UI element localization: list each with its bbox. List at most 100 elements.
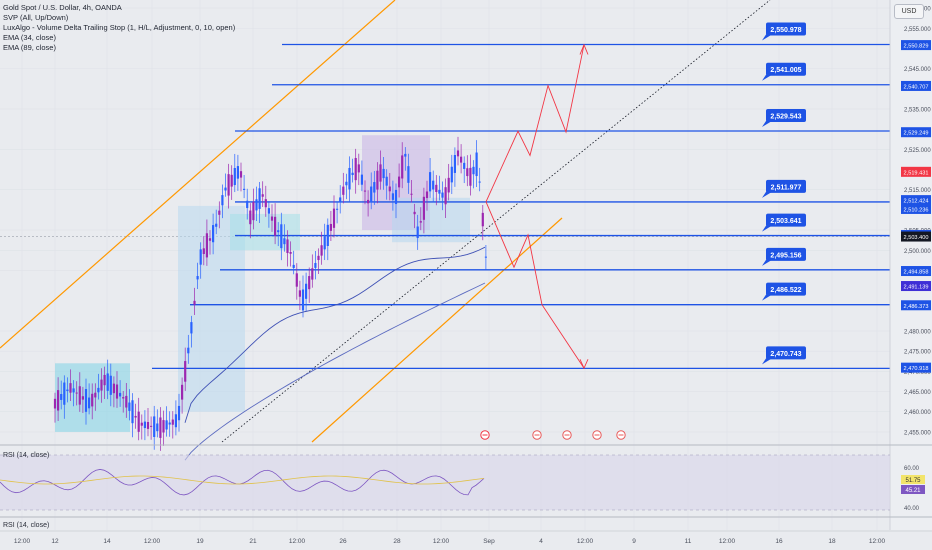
candle-body bbox=[215, 223, 218, 227]
candle-body bbox=[373, 182, 376, 193]
candle-body bbox=[140, 422, 143, 426]
candle-body bbox=[221, 195, 224, 206]
candle-body bbox=[196, 276, 199, 280]
projection-up-path bbox=[485, 44, 585, 203]
volume-profile-box bbox=[230, 213, 300, 251]
level-label-box bbox=[766, 346, 806, 360]
level-label-text: 2,541.005 bbox=[770, 67, 801, 74]
candle-body bbox=[255, 199, 258, 211]
price-tick-label: 2,515.000 bbox=[904, 188, 931, 194]
symbol-title[interactable]: Gold Spot / U.S. Dollar, 4h, OANDA bbox=[3, 3, 122, 12]
level-label-pointer bbox=[762, 259, 772, 266]
candle-body bbox=[88, 397, 91, 409]
candle-body bbox=[351, 172, 354, 176]
time-tick-label: 16 bbox=[775, 538, 783, 545]
rsi-label-2[interactable]: RSI (14, close) bbox=[3, 522, 50, 529]
candle-body bbox=[184, 361, 187, 382]
time-tick-label: 12:00 bbox=[144, 538, 161, 545]
price-tick-label: 2,555.000 bbox=[904, 27, 931, 33]
candle-body bbox=[305, 283, 308, 299]
level-axis-tag bbox=[901, 266, 931, 277]
level-axis-tag bbox=[901, 127, 931, 138]
candle-body bbox=[404, 153, 407, 157]
level-label-box bbox=[766, 213, 806, 227]
level-label-box bbox=[766, 62, 806, 76]
candle-body bbox=[382, 168, 385, 179]
candle-body bbox=[233, 168, 236, 186]
candle-body bbox=[345, 181, 348, 186]
level-axis-tag bbox=[901, 362, 931, 373]
candle-body bbox=[109, 375, 112, 395]
level-label-box bbox=[766, 247, 806, 261]
candle-body bbox=[94, 392, 97, 398]
time-tick-label: 12:00 bbox=[869, 538, 886, 545]
projection-path bbox=[485, 43, 589, 370]
rsi-value-tag bbox=[901, 475, 925, 484]
level-axis-tag bbox=[901, 40, 931, 51]
projection-up-arrowhead bbox=[579, 43, 589, 55]
rsi-signal-line bbox=[0, 475, 485, 485]
candle-body bbox=[460, 156, 463, 163]
volume-profile-box bbox=[392, 197, 470, 243]
time-tick-label: 12 bbox=[51, 538, 59, 545]
level-label-box bbox=[766, 282, 806, 296]
candle-body bbox=[239, 171, 243, 178]
candle-body bbox=[370, 186, 373, 203]
candle-body bbox=[286, 239, 289, 254]
ema89-line bbox=[184, 282, 486, 461]
candle-body bbox=[153, 416, 156, 437]
level-label-box bbox=[766, 179, 806, 193]
candle-body bbox=[261, 194, 264, 197]
candle-body bbox=[441, 192, 444, 198]
level-label-pointer bbox=[762, 121, 772, 128]
indicator-luxalgo[interactable]: LuxAlgo - Volume Delta Trailing Stop (1,… bbox=[3, 23, 236, 32]
candle-body bbox=[342, 186, 345, 195]
candle-body bbox=[100, 379, 103, 391]
rsi-label[interactable]: RSI (14, close) bbox=[3, 452, 50, 459]
candle-body bbox=[252, 202, 255, 221]
candle-body bbox=[277, 230, 280, 233]
price-axis-tag bbox=[901, 203, 931, 214]
candle-body bbox=[66, 389, 69, 392]
rsi-pane: 60.00 40.00 51.75 45.21 bbox=[0, 444, 932, 518]
indicator-ema89[interactable]: EMA (89, close) bbox=[3, 43, 56, 52]
candle-body bbox=[243, 188, 246, 190]
level-axis-tag bbox=[901, 80, 931, 91]
candle-body bbox=[97, 387, 100, 393]
candle-body bbox=[208, 238, 212, 241]
candle-body bbox=[422, 196, 425, 220]
price-axis-bg bbox=[890, 0, 932, 530]
currency-button[interactable]: USD bbox=[894, 4, 924, 19]
time-tick-label: 28 bbox=[393, 538, 401, 545]
price-tick-label: 2,460.000 bbox=[904, 410, 931, 416]
time-tick-label: 14 bbox=[103, 538, 111, 545]
candle-body bbox=[450, 166, 453, 183]
price-tick-label: 2,470.000 bbox=[904, 370, 931, 376]
price-tick-label: 2,480.000 bbox=[904, 329, 931, 335]
candle-body bbox=[78, 386, 81, 405]
candle-body bbox=[301, 289, 305, 311]
candle-body bbox=[212, 225, 215, 243]
candle-body bbox=[128, 402, 131, 411]
time-tick-label: 26 bbox=[339, 538, 347, 545]
candle-body bbox=[125, 395, 128, 408]
candle-body bbox=[181, 384, 184, 400]
candle-body bbox=[367, 199, 370, 204]
candle-body bbox=[398, 176, 401, 188]
candle-body bbox=[447, 177, 450, 193]
candle-body bbox=[388, 186, 391, 192]
time-axis: 12:00 12 14 12:00 19 21 12:00 26 28 12:00 Sep 4 12:0… bbox=[0, 530, 932, 545]
candle-body bbox=[227, 174, 230, 196]
rsi-value-tag-2-text: 45.21 bbox=[905, 488, 921, 494]
candle-body bbox=[57, 390, 60, 411]
price-tick-label: 2,475.000 bbox=[904, 350, 931, 356]
level-axis-tag-text: 2,512.424 bbox=[904, 199, 929, 205]
candle-body bbox=[156, 423, 159, 432]
indicator-ema34[interactable]: EMA (34, close) bbox=[3, 33, 56, 42]
price-axis-tag bbox=[901, 166, 931, 177]
indicator-svp[interactable]: SVP (All, Up/Down) bbox=[3, 13, 69, 22]
level-lines bbox=[152, 43, 890, 370]
level-label-pointer bbox=[762, 191, 772, 198]
candle-body bbox=[391, 193, 394, 200]
